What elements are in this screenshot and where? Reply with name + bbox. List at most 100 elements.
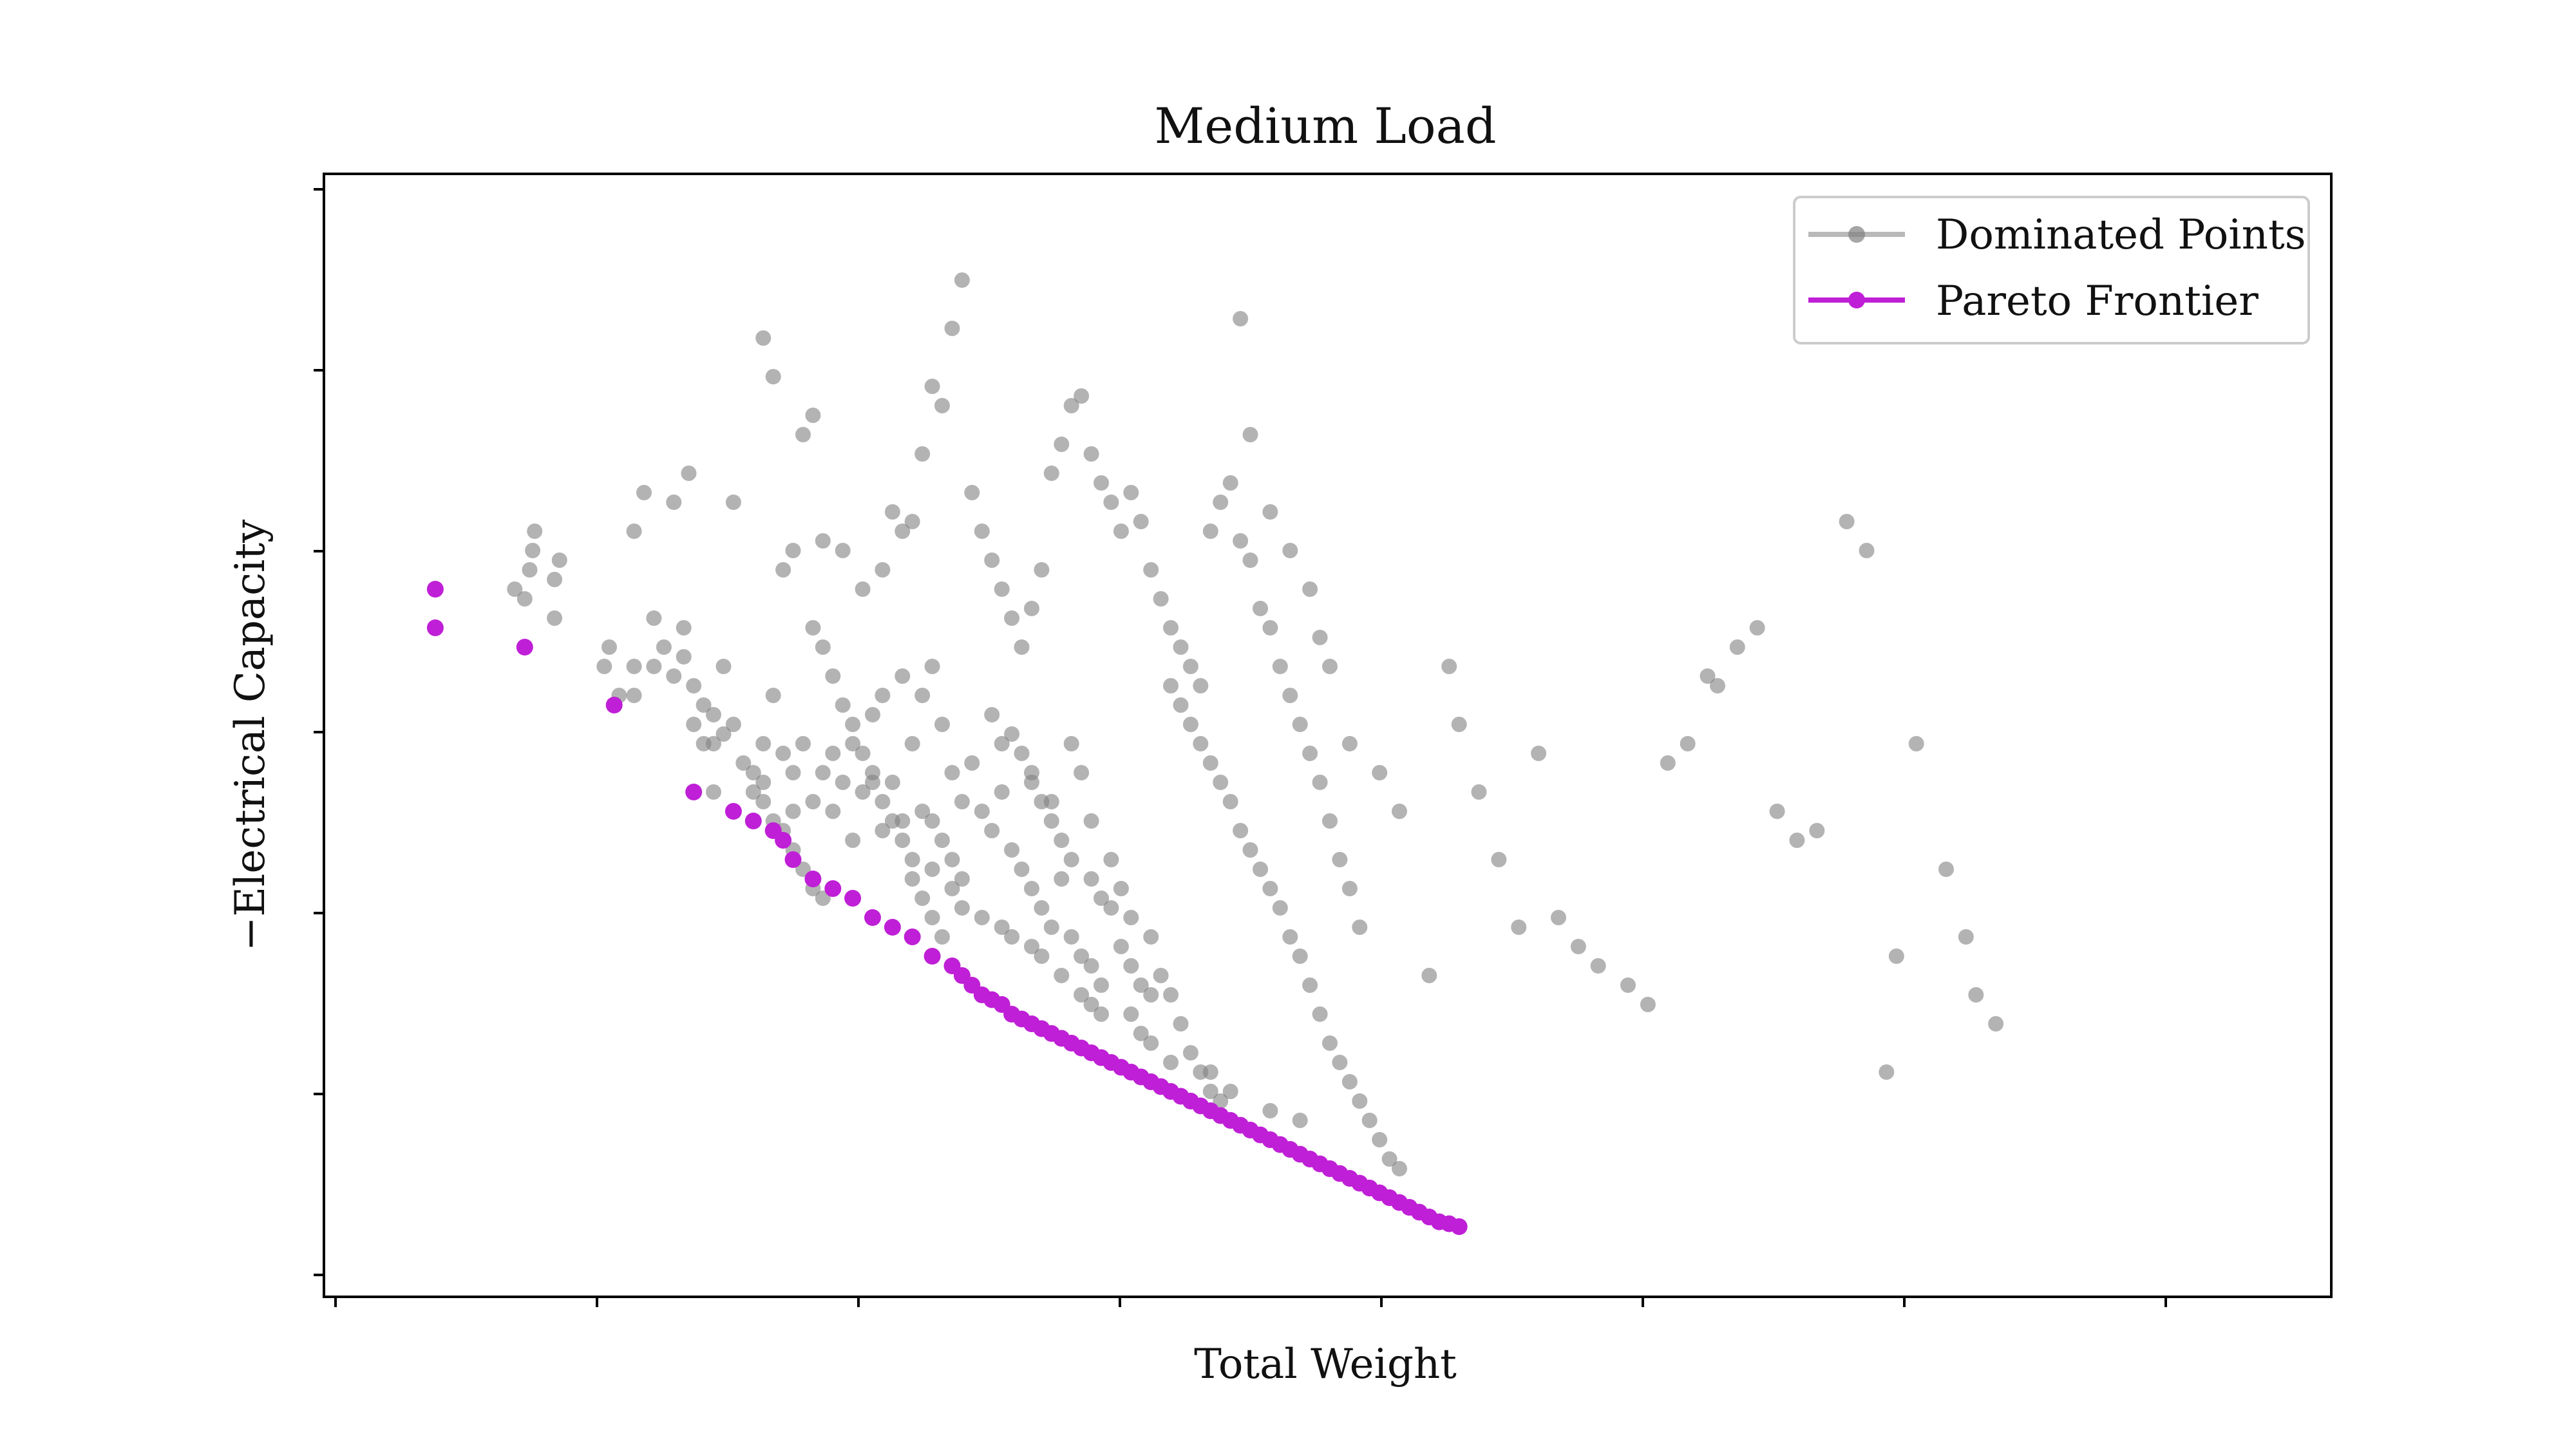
- dominated-point-219: [1103, 900, 1119, 916]
- dominated-point-99: [1074, 765, 1090, 780]
- dominated-point-186: [1570, 939, 1586, 954]
- dominated-point-167: [1352, 919, 1368, 935]
- dominated-point-140: [1083, 446, 1099, 462]
- dominated-point-51: [944, 881, 960, 896]
- dominated-point-122: [904, 514, 920, 529]
- dominated-point-232: [865, 775, 880, 790]
- dominated-point-14: [636, 485, 652, 500]
- dominated-point-25: [725, 495, 741, 510]
- dominated-point-152: [1202, 523, 1218, 539]
- dominated-point-131: [994, 581, 1010, 597]
- pareto-point-2: [516, 639, 533, 655]
- dominated-point-238: [924, 910, 940, 925]
- dominated-point-4: [527, 523, 543, 539]
- pareto-point-16: [923, 948, 941, 965]
- dominated-point-176: [1372, 765, 1388, 780]
- y-axis-ticks: [314, 188, 324, 1276]
- dominated-point-138: [1063, 398, 1079, 413]
- dominated-point-261: [1213, 775, 1229, 790]
- dominated-point-228: [825, 668, 841, 684]
- dominated-point-77: [914, 688, 931, 703]
- dominated-point-273: [1332, 1055, 1348, 1070]
- dominated-point-24: [715, 659, 732, 674]
- dominated-point-221: [1123, 958, 1139, 974]
- dominated-point-237: [914, 891, 931, 906]
- pareto-point-15: [904, 929, 921, 945]
- dominated-point-5: [547, 610, 563, 626]
- dominated-point-90: [1043, 919, 1059, 935]
- dominated-point-192: [1700, 668, 1716, 684]
- x-axis-label: Total Weight: [1194, 1341, 1457, 1388]
- dominated-point-13: [626, 688, 642, 703]
- dominated-point-233: [875, 794, 891, 809]
- dominated-point-53: [954, 871, 970, 887]
- dominated-point-120: [884, 504, 900, 520]
- dominated-point-110: [1202, 1084, 1218, 1099]
- dominated-point-69: [1222, 1084, 1238, 1099]
- dominated-point-82: [964, 755, 980, 771]
- dominated-point-278: [1381, 1151, 1397, 1167]
- legend: Dominated Points Pareto Frontier: [1793, 196, 2310, 344]
- dominated-point-102: [1113, 881, 1129, 896]
- dominated-point-258: [1182, 717, 1198, 732]
- dominated-point-9: [601, 639, 617, 655]
- dominated-point-115: [805, 408, 821, 423]
- dominated-point-78: [924, 659, 940, 674]
- dominated-point-49: [924, 862, 940, 877]
- dominated-point-213: [1034, 794, 1050, 809]
- dominated-point-171: [1282, 543, 1298, 558]
- dominated-point-204: [1938, 862, 1954, 877]
- pareto-point-6: [744, 813, 762, 829]
- dominated-point-108: [1182, 1045, 1198, 1061]
- dominated-point-180: [1451, 717, 1467, 732]
- dominated-point-83: [974, 804, 990, 819]
- dominated-point-271: [1312, 1006, 1328, 1022]
- pareto-point-13: [864, 909, 881, 926]
- dominated-point-264: [1242, 842, 1258, 858]
- dominated-point-133: [1014, 639, 1030, 655]
- dominated-point-279: [1392, 1161, 1407, 1176]
- dominated-point-126: [944, 321, 960, 336]
- dominated-point-31: [775, 746, 791, 761]
- dominated-point-67: [1163, 1055, 1179, 1070]
- dominated-point-52: [944, 852, 960, 867]
- dominated-point-87: [1014, 862, 1030, 877]
- pareto-point-3: [605, 697, 623, 713]
- dominated-point-270: [1302, 977, 1318, 993]
- dominated-point-209: [994, 736, 1010, 751]
- dominated-point-73: [865, 707, 880, 722]
- dominated-point-187: [1590, 958, 1606, 974]
- dominated-point-191: [1680, 736, 1696, 751]
- dominated-point-11: [626, 523, 642, 539]
- dominated-point-37: [825, 746, 841, 761]
- dominated-point-235: [895, 833, 911, 848]
- dominated-point-111: [1213, 1093, 1229, 1109]
- pareto-point-11: [824, 880, 842, 897]
- dominated-point-223: [1143, 987, 1159, 1003]
- dominated-point-149: [1173, 639, 1189, 655]
- dominated-point-29: [755, 775, 772, 790]
- dominated-point-72: [845, 736, 861, 751]
- dominated-point-22: [706, 736, 721, 751]
- dominated-point-248: [745, 765, 761, 780]
- dominated-point-50: [934, 833, 950, 848]
- dominated-point-47: [914, 804, 931, 819]
- dominated-point-190: [1660, 755, 1676, 771]
- dominated-point-229: [835, 697, 851, 713]
- dominated-point-269: [1292, 948, 1308, 964]
- dominated-point-164: [1322, 813, 1338, 829]
- dominated-point-64: [1123, 1006, 1139, 1022]
- dominated-point-62: [1083, 997, 1099, 1012]
- dominated-point-88: [1024, 881, 1039, 896]
- dominated-point-200: [1859, 543, 1875, 558]
- dominated-point-144: [1123, 485, 1139, 500]
- dominated-point-170: [1262, 504, 1278, 520]
- dominated-point-74: [875, 688, 891, 703]
- dominated-point-182: [1491, 852, 1507, 867]
- pareto-point-4: [685, 784, 703, 800]
- dominated-point-161: [1292, 717, 1308, 732]
- dominated-point-206: [1968, 987, 1984, 1003]
- dominated-point-33: [785, 765, 801, 780]
- dominated-point-207: [1988, 1016, 2004, 1032]
